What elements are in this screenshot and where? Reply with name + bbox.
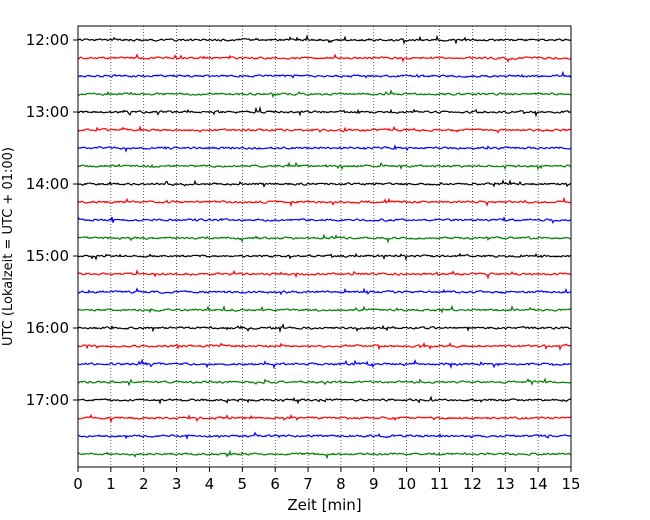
x-axis-label: Zeit [min] <box>287 496 361 514</box>
trace-1500 <box>77 252 572 261</box>
trace-1545 <box>77 304 572 314</box>
y-tick-label: 12:00 <box>26 31 69 49</box>
x-tick-label: 2 <box>139 475 149 493</box>
trace-1300 <box>77 105 572 118</box>
x-tick-label: 0 <box>73 475 83 493</box>
seismic-traces <box>77 34 572 460</box>
y-tick-label: 14:00 <box>26 175 69 193</box>
trace-1315 <box>77 125 572 134</box>
x-tick-label: 10 <box>397 475 416 493</box>
x-tick-label: 13 <box>496 475 515 493</box>
trace-1445 <box>77 233 572 244</box>
trace-1645 <box>77 377 572 387</box>
x-tick-label: 1 <box>106 475 116 493</box>
trace-1730 <box>77 431 572 441</box>
y-ticks: 12:00 13:00 14:00 15:00 16:00 17:00 <box>26 31 78 409</box>
trace-1345 <box>77 161 572 171</box>
x-tick-label: 15 <box>561 475 580 493</box>
x-tick-label: 8 <box>336 475 346 493</box>
trace-1430 <box>77 216 572 224</box>
trace-1330 <box>77 143 572 153</box>
y-tick-label: 13:00 <box>26 103 69 121</box>
x-tick-label: 12 <box>463 475 482 493</box>
x-tick-label: 11 <box>430 475 449 493</box>
trace-1200 <box>77 34 572 45</box>
x-tick-label: 14 <box>529 475 548 493</box>
plot-frame <box>77 25 572 468</box>
trace-1715 <box>77 413 572 424</box>
y-tick-label: 15:00 <box>26 247 69 265</box>
trace-1600 <box>77 323 572 334</box>
y-tick-label: 16:00 <box>26 319 69 337</box>
x-tick-label: 9 <box>369 475 379 493</box>
trace-1245 <box>77 88 572 99</box>
x-tick-label: 7 <box>303 475 313 493</box>
trace-1215 <box>77 53 572 64</box>
x-ticks: 0 1 2 3 4 5 6 7 8 9 10 11 12 13 14 15 <box>73 467 581 493</box>
trace-1615 <box>77 341 572 351</box>
x-tick-label: 4 <box>205 475 215 493</box>
x-tick-label: 6 <box>270 475 280 493</box>
x-tick-label: 3 <box>172 475 182 493</box>
x-tick-label: 5 <box>238 475 248 493</box>
trace-1230 <box>77 70 572 79</box>
trace-1415 <box>77 196 572 208</box>
trace-1515 <box>77 269 572 280</box>
trace-1530 <box>77 287 572 296</box>
trace-1630 <box>77 358 572 370</box>
y-axis-label: UTC (Lokalzeit = UTC + 01:00) <box>1 147 16 346</box>
trace-1700 <box>77 395 572 405</box>
trace-1400 <box>77 179 572 188</box>
trace-1745 <box>77 449 572 460</box>
y-tick-label: 17:00 <box>26 391 69 409</box>
